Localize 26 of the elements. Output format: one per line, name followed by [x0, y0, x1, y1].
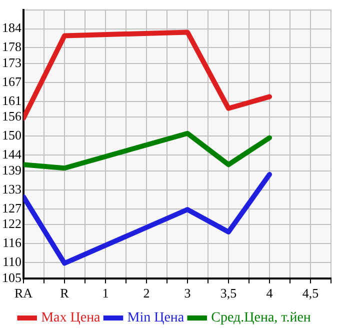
legend-label: Max Цена [41, 310, 102, 326]
y-tick-label: 122 [2, 216, 22, 232]
y-tick-label: 156 [2, 108, 22, 124]
x-tick-label: 4 [266, 286, 274, 301]
x-tick-label: 3,5 [220, 286, 237, 301]
y-tick-label: 184 [2, 20, 22, 36]
x-tick-label: RA [14, 286, 34, 301]
y-tick-label: 167 [2, 74, 22, 89]
y-tick-label: 178 [2, 39, 22, 54]
x-tick-label: 3 [184, 286, 191, 301]
legend-label: Сред.Цена, т.йен [211, 310, 312, 326]
y-tick-label: 161 [2, 92, 22, 108]
y-tick-label: 133 [2, 181, 22, 196]
y-tick-label: 139 [2, 162, 22, 178]
y-tick-label: 116 [2, 235, 22, 250]
x-tick-label: R [60, 286, 70, 301]
y-tick-label: 110 [2, 254, 22, 270]
y-tick-label: 127 [2, 200, 22, 216]
x-tick-label: 1 [102, 286, 109, 301]
x-tick-label: 4,5 [302, 286, 319, 301]
y-tick-label: 150 [2, 128, 22, 143]
legend-label: Min Цена [127, 310, 185, 326]
y-tick-label: 105 [2, 270, 22, 285]
y-tick-label: 173 [2, 54, 22, 70]
x-tick-label: 2 [143, 286, 150, 301]
y-tick-label: 144 [2, 146, 22, 162]
